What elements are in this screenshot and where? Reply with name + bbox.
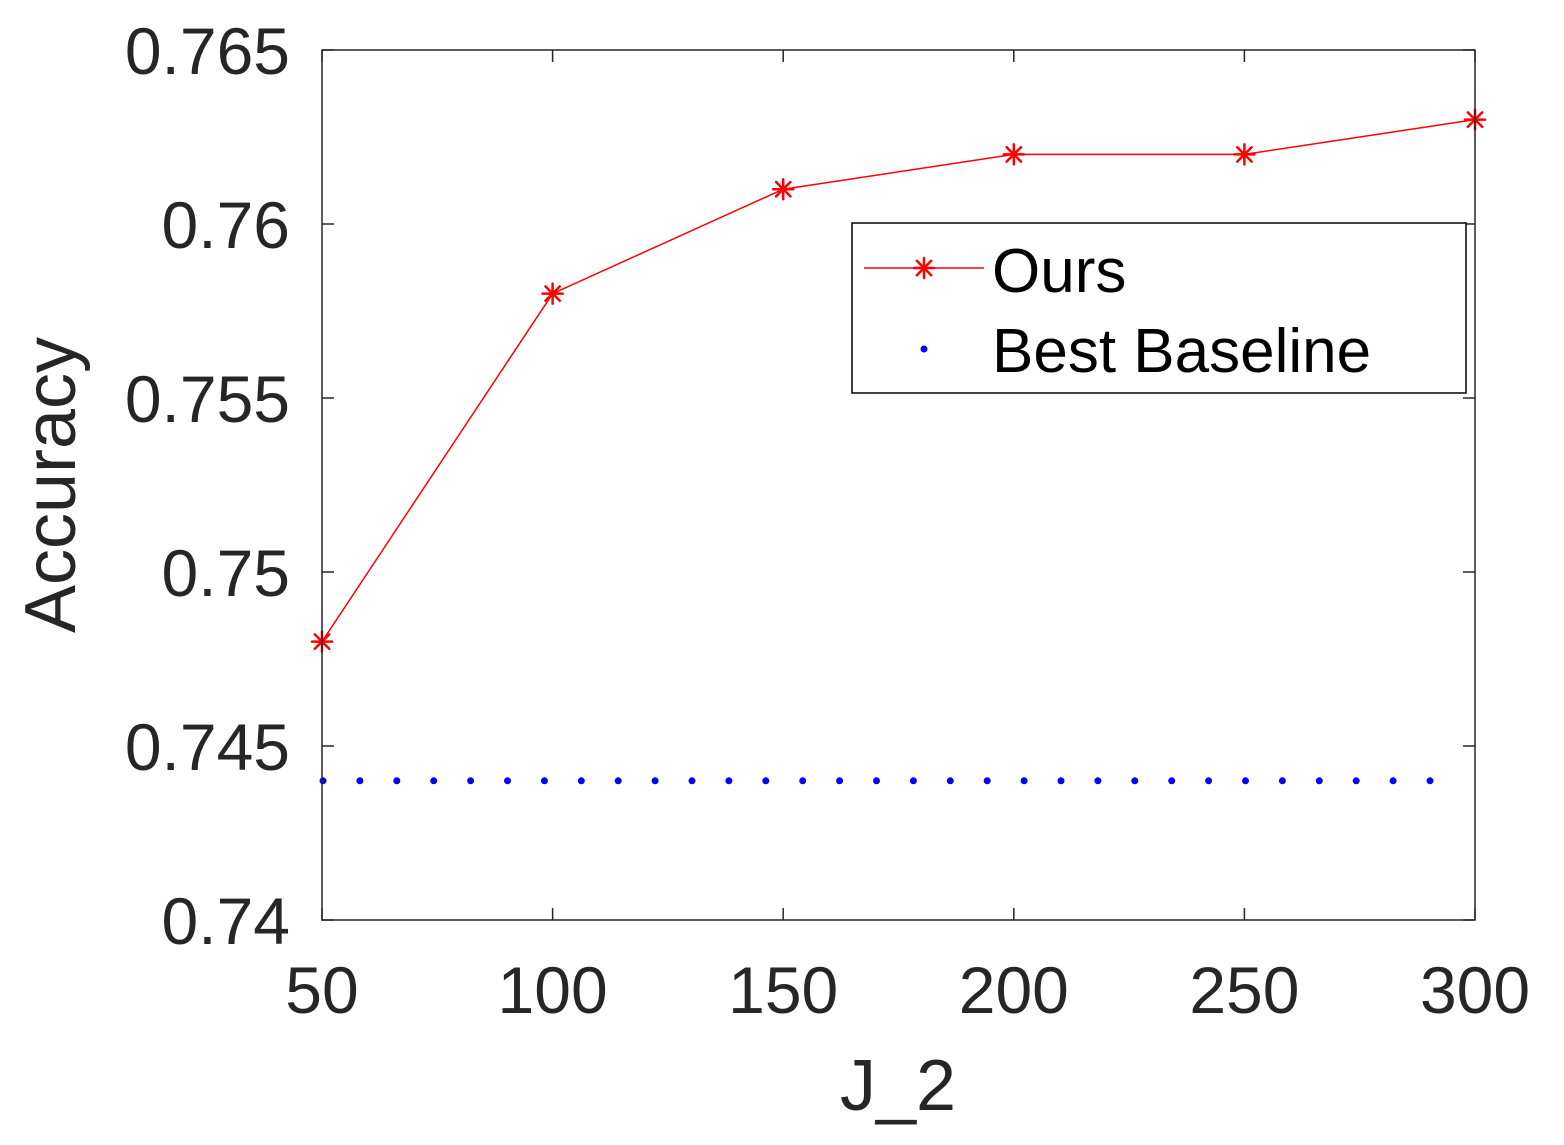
- x-tick-label: 200: [959, 953, 1069, 1027]
- baseline-dot: [1352, 777, 1360, 785]
- series-line-ours: [321, 118, 1476, 643]
- tick-labels: 50 100 150 200 250 300 0.74 0.745 0.75 0.755 0.76 0…: [125, 14, 1530, 1027]
- baseline-dot: [909, 777, 917, 785]
- x-tick-label: 250: [1189, 953, 1299, 1027]
- baseline-dot: [1205, 777, 1213, 785]
- legend-label-ours: Ours: [992, 237, 1126, 306]
- y-tick-label: 0.76: [162, 188, 290, 262]
- x-axis-label: J_2: [840, 1046, 956, 1126]
- y-tick-label: 0.75: [162, 536, 290, 610]
- baseline-dot: [1168, 777, 1176, 785]
- y-tick-label: 0.745: [125, 710, 290, 784]
- x-tick-label: 50: [285, 953, 358, 1027]
- baseline-dot: [356, 777, 364, 785]
- baseline-dot: [393, 777, 401, 785]
- y-tick-label: 0.765: [125, 14, 290, 88]
- baseline-dot: [651, 777, 659, 785]
- axes-box: [321, 49, 1476, 921]
- baseline-dot: [725, 777, 733, 785]
- y-tick-label: 0.755: [125, 362, 290, 436]
- baseline-dot: [799, 777, 807, 785]
- baseline-dot: [577, 777, 585, 785]
- baseline-dot: [946, 777, 954, 785]
- baseline-dot: [1094, 777, 1102, 785]
- x-tick-label: 150: [728, 953, 838, 1027]
- x-tick-label: 300: [1420, 953, 1530, 1027]
- baseline-dot: [1020, 777, 1028, 785]
- baseline-dot: [1242, 777, 1249, 785]
- legend-box: [851, 222, 1467, 394]
- legend-marker-best-baseline: [920, 345, 928, 353]
- baseline-dot: [873, 777, 880, 785]
- baseline-dot: [762, 777, 770, 785]
- x-tick-label: 100: [498, 953, 608, 1027]
- baseline-dot: [1057, 777, 1065, 785]
- data-point-ours: [1002, 143, 1026, 166]
- legend: Ours Best Baseline: [851, 222, 1467, 394]
- baseline-dot: [467, 777, 475, 785]
- baseline-dot: [688, 777, 696, 785]
- baseline-dot: [983, 777, 991, 785]
- baseline-dot: [614, 777, 622, 785]
- series-1: [319, 777, 1434, 785]
- legend-asterisk-ours: [912, 256, 936, 280]
- baseline-dot: [504, 777, 511, 785]
- y-tick-label: 0.74: [162, 884, 290, 958]
- data-point-ours: [1233, 143, 1256, 166]
- baseline-dot: [1426, 777, 1434, 785]
- baseline-dot: [836, 777, 844, 785]
- baseline-dot: [1278, 777, 1286, 785]
- plot-area: [322, 50, 1475, 920]
- data-point-ours: [771, 177, 795, 201]
- legend-label-best-baseline: Best Baseline: [992, 317, 1371, 386]
- baseline-dot: [540, 777, 548, 785]
- baseline-dot: [1315, 777, 1323, 785]
- y-axis-label: Accuracy: [11, 337, 91, 633]
- legend-marker-ours: [912, 256, 936, 280]
- baseline-dot: [1389, 777, 1397, 785]
- data-point-ours: [541, 282, 564, 305]
- baseline-dot: [430, 777, 438, 785]
- baseline-dot: [319, 777, 327, 785]
- baseline-dot: [1131, 777, 1139, 785]
